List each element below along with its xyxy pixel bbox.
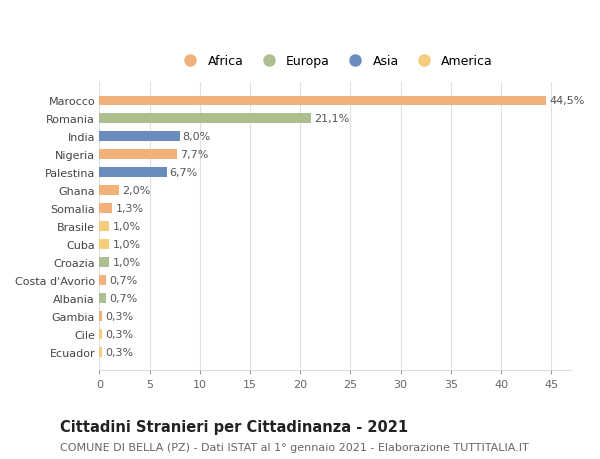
Text: 0,3%: 0,3%: [106, 347, 133, 357]
Bar: [99, 186, 119, 196]
Text: 8,0%: 8,0%: [182, 132, 211, 142]
Bar: [99, 222, 109, 231]
Bar: [99, 168, 167, 178]
Bar: [99, 114, 311, 124]
Text: 0,3%: 0,3%: [106, 311, 133, 321]
Text: 1,3%: 1,3%: [115, 204, 143, 214]
Bar: [99, 204, 112, 213]
Bar: [99, 257, 109, 268]
Text: 21,1%: 21,1%: [314, 114, 349, 124]
Bar: [99, 329, 103, 339]
Text: Cittadini Stranieri per Cittadinanza - 2021: Cittadini Stranieri per Cittadinanza - 2…: [60, 419, 408, 434]
Text: 1,0%: 1,0%: [112, 257, 140, 268]
Text: 7,7%: 7,7%: [179, 150, 208, 160]
Bar: [99, 96, 546, 106]
Text: 0,7%: 0,7%: [109, 275, 137, 285]
Bar: [99, 293, 106, 303]
Text: 6,7%: 6,7%: [170, 168, 198, 178]
Bar: [99, 132, 179, 142]
Text: COMUNE DI BELLA (PZ) - Dati ISTAT al 1° gennaio 2021 - Elaborazione TUTTITALIA.I: COMUNE DI BELLA (PZ) - Dati ISTAT al 1° …: [60, 442, 529, 452]
Bar: [99, 150, 176, 160]
Text: 44,5%: 44,5%: [549, 96, 584, 106]
Bar: [99, 240, 109, 249]
Legend: Africa, Europa, Asia, America: Africa, Europa, Asia, America: [178, 55, 493, 68]
Text: 1,0%: 1,0%: [112, 240, 140, 250]
Text: 2,0%: 2,0%: [122, 186, 151, 196]
Bar: [99, 347, 103, 357]
Text: 0,3%: 0,3%: [106, 329, 133, 339]
Text: 0,7%: 0,7%: [109, 293, 137, 303]
Bar: [99, 311, 103, 321]
Text: 1,0%: 1,0%: [112, 222, 140, 232]
Bar: [99, 275, 106, 285]
